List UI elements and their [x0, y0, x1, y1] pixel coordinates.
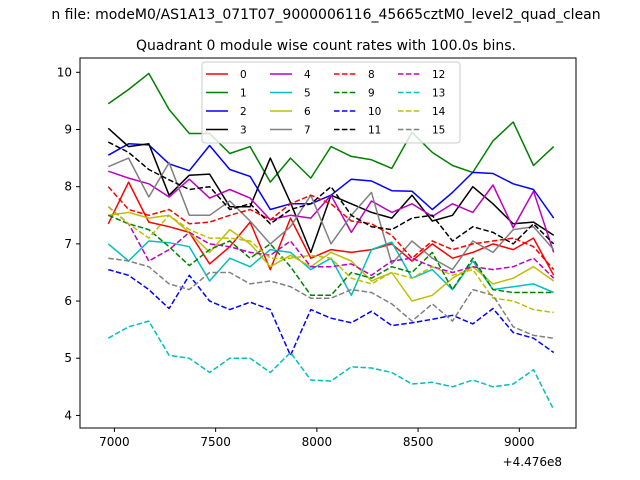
legend-label-13: 13: [432, 88, 445, 100]
x-tick-label: 9000: [504, 435, 535, 449]
legend-label-14: 14: [432, 106, 446, 118]
y-tick-label: 8: [64, 180, 72, 194]
y-tick-label: 7: [64, 237, 72, 251]
x-tick-label: 8000: [302, 435, 333, 449]
legend-label-0: 0: [240, 69, 247, 81]
legend-label-1: 1: [240, 88, 247, 100]
series-line-6: [108, 211, 555, 302]
series-line-2: [107, 143, 555, 219]
legend-label-3: 3: [240, 125, 247, 137]
x-tick-label: 8500: [403, 435, 434, 449]
series-line-14: [107, 206, 554, 314]
series-line-8: [107, 186, 555, 271]
series-line-11: [107, 141, 555, 245]
x-offset-label: +4.476e8: [503, 455, 562, 469]
legend-label-5: 5: [304, 88, 311, 100]
series-line-15: [108, 257, 554, 339]
figure-suptitle: n file: modeM0/AS1A13_071T07_9000006116_…: [51, 7, 600, 23]
legend-label-7: 7: [304, 125, 311, 137]
legend-label-9: 9: [368, 88, 375, 100]
y-tick-label: 5: [64, 351, 72, 365]
series-line-12: [107, 206, 555, 279]
series-line-0: [107, 181, 555, 276]
x-tick-label: 7000: [99, 435, 130, 449]
series-line-10: [108, 268, 555, 357]
y-tick-label: 6: [64, 294, 72, 308]
legend-label-11: 11: [368, 125, 381, 137]
chart-title: Quadrant 0 module wise count rates with …: [136, 38, 516, 54]
y-tick-label: 10: [57, 65, 72, 79]
y-tick-label: 4: [64, 408, 72, 422]
legend-label-6: 6: [304, 106, 311, 118]
series-line-1: [107, 72, 555, 183]
legend-label-12: 12: [432, 69, 445, 81]
x-tick-label: 7500: [200, 435, 231, 449]
series-line-7: [108, 157, 555, 271]
series-line-13: [107, 320, 555, 411]
plot-frame: [79, 57, 577, 429]
legend-label-8: 8: [368, 69, 375, 81]
legend-frame: [201, 61, 461, 144]
series-line-4: [108, 170, 555, 253]
legend-label-4: 4: [304, 69, 311, 81]
series-line-9: [108, 214, 554, 297]
series-layer: [107, 72, 555, 411]
y-tick-label: 9: [64, 122, 72, 136]
legend-label-10: 10: [368, 106, 381, 118]
legend-label-2: 2: [240, 106, 247, 118]
legend-label-15: 15: [432, 125, 445, 137]
